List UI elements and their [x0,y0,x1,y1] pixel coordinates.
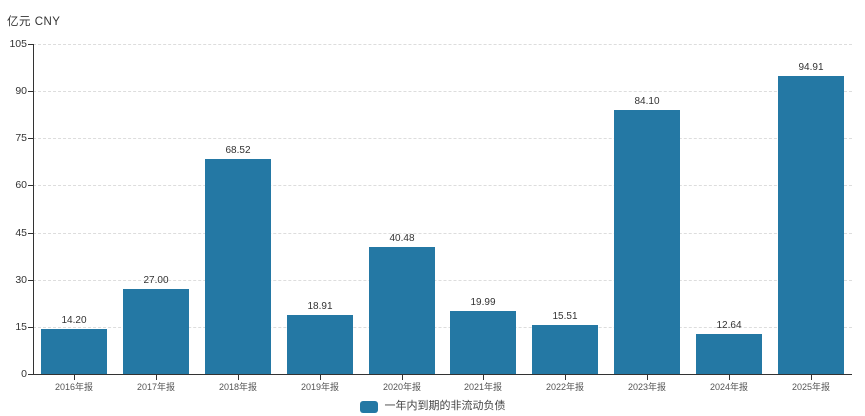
x-axis-category-label: 2017年报 [136,382,176,392]
y-axis-tick-label: 45 [15,227,27,239]
bar-value-label: 68.52 [225,145,251,156]
y-axis-tick-label: 75 [15,132,27,144]
bar-value-label: 15.51 [552,311,578,322]
x-axis-category-label: 2023年报 [627,382,667,392]
y-axis-tick-label: 60 [15,179,27,191]
y-axis-tick [28,280,33,281]
x-axis-category-label: 2016年报 [54,382,94,392]
x-axis-category-label: 2020年报 [382,382,422,392]
x-axis-tick [156,375,157,380]
y-axis-tick [28,91,33,92]
y-axis-tick [28,374,33,375]
y-axis-tick [28,44,33,45]
y-axis-tick [28,138,33,139]
bar-value-label: 18.91 [307,301,333,312]
x-axis-tick [320,375,321,380]
y-axis-tick-label: 0 [21,368,27,380]
x-axis-category-label: 2021年报 [463,382,503,392]
bar-value-label: 12.64 [716,320,742,331]
bar[interactable] [696,334,762,374]
y-gridline [33,327,852,328]
y-gridline [33,44,852,45]
y-gridline [33,91,852,92]
bar[interactable] [205,159,271,374]
y-axis-tick [28,233,33,234]
bar[interactable] [532,325,598,374]
x-axis-line [33,374,852,375]
x-axis-tick [647,375,648,380]
x-axis-tick [565,375,566,380]
x-axis-tick [811,375,812,380]
bar[interactable] [778,76,844,374]
x-axis-category-label: 2024年报 [709,382,749,392]
x-axis-category-label: 2025年报 [791,382,831,392]
x-axis-tick [402,375,403,380]
x-axis-tick [238,375,239,380]
x-axis-category-label: 2019年报 [300,382,340,392]
y-axis-tick [28,185,33,186]
legend-marker[interactable] [359,400,378,413]
bar[interactable] [614,110,680,374]
y-axis-unit-label: 亿元 CNY [7,16,61,28]
y-gridline [33,233,852,234]
x-axis-category-label: 2018年报 [218,382,258,392]
bar-value-label: 40.48 [389,233,415,244]
legend-item[interactable]: 一年内到期的非流动负债 [0,400,865,413]
bar[interactable] [41,329,107,374]
y-gridline [33,185,852,186]
bar[interactable] [123,289,189,374]
y-axis-tick [28,327,33,328]
bar[interactable] [450,311,516,374]
bar[interactable] [369,247,435,374]
bar-value-label: 84.10 [634,96,660,107]
y-axis-tick-label: 90 [15,85,27,97]
y-axis-tick-label: 105 [9,38,27,50]
y-gridline [33,280,852,281]
bar-value-label: 19.99 [470,297,496,308]
y-axis-tick-label: 30 [15,274,27,286]
x-axis-category-label: 2022年报 [545,382,585,392]
x-axis-tick [483,375,484,380]
y-gridline [33,138,852,139]
bar-value-label: 94.91 [798,62,824,73]
y-axis-line [33,44,34,374]
bar-value-label: 27.00 [143,275,169,286]
y-axis-tick-label: 15 [15,321,27,333]
bar-value-label: 14.20 [61,315,87,326]
x-axis-tick [74,375,75,380]
legend-label: 一年内到期的非流动负债 [384,400,506,412]
bar[interactable] [287,315,353,374]
x-axis-tick [729,375,730,380]
